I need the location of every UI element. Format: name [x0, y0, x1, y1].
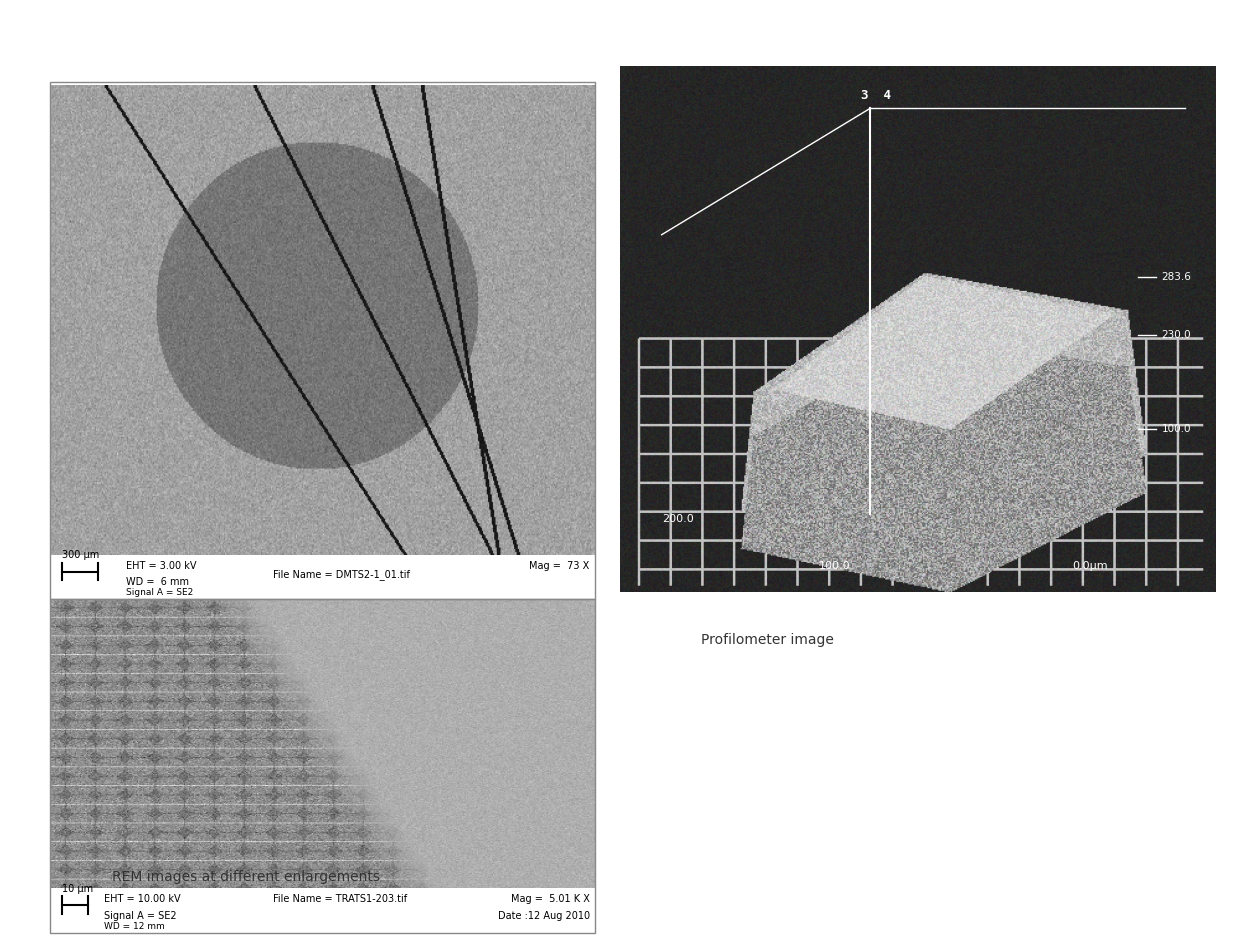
Text: Signal A = SE2: Signal A = SE2	[126, 588, 193, 597]
Text: 200.0: 200.0	[662, 514, 693, 524]
Text: Profilometer image: Profilometer image	[701, 633, 833, 647]
Text: 100.0: 100.0	[1162, 425, 1192, 434]
Text: 283.6: 283.6	[1162, 272, 1192, 282]
Text: File Name = TRATS1-203.tif: File Name = TRATS1-203.tif	[273, 894, 408, 904]
Text: File Name = DMTS2-1_01.tif: File Name = DMTS2-1_01.tif	[273, 569, 410, 580]
Text: REM images at different enlargements: REM images at different enlargements	[112, 870, 379, 884]
Text: WD = 12 mm: WD = 12 mm	[104, 921, 165, 931]
Text: 3  4: 3 4	[861, 89, 890, 101]
Text: 0.0μm: 0.0μm	[1073, 561, 1109, 572]
Text: Mag =  5.01 K X: Mag = 5.01 K X	[511, 894, 590, 904]
Text: 100.0: 100.0	[818, 561, 851, 572]
Text: Signal A = SE2: Signal A = SE2	[104, 911, 177, 921]
Text: 10 μm: 10 μm	[62, 884, 93, 894]
Text: WD =  6 mm: WD = 6 mm	[126, 577, 188, 587]
Text: Mag =  73 X: Mag = 73 X	[529, 560, 590, 571]
Text: 230.0: 230.0	[1162, 330, 1192, 339]
Text: EHT = 3.00 kV: EHT = 3.00 kV	[126, 560, 196, 571]
Text: EHT = 10.00 kV: EHT = 10.00 kV	[104, 894, 181, 904]
Text: 300 μm: 300 μm	[62, 551, 99, 560]
Text: Date :12 Aug 2010: Date :12 Aug 2010	[497, 911, 590, 921]
